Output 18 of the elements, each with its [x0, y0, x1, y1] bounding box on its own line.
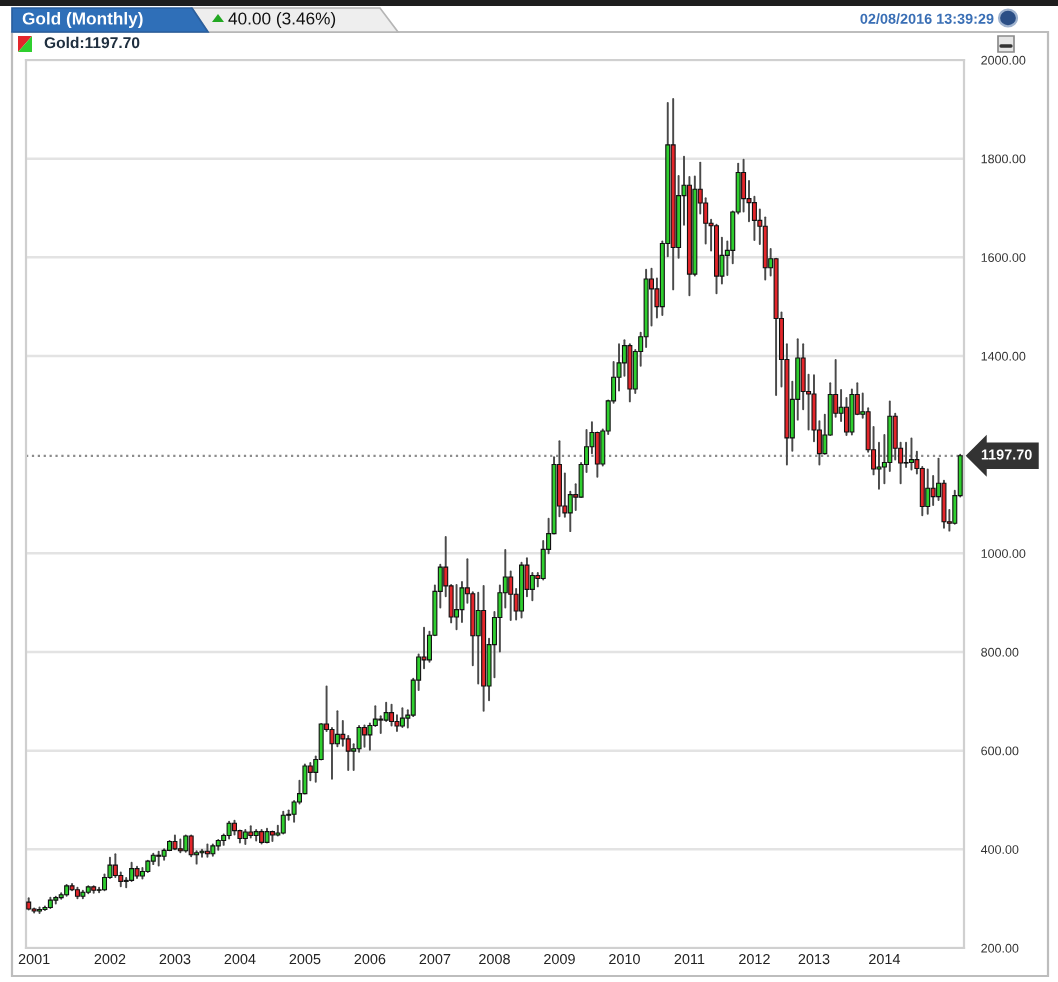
candlestick [389, 703, 395, 727]
candlestick [908, 437, 914, 471]
candlestick [519, 561, 525, 619]
candlestick [454, 583, 460, 631]
candlestick [627, 343, 633, 403]
candlestick [925, 468, 931, 515]
candlestick [843, 396, 849, 436]
candlestick [475, 591, 481, 685]
candlestick [129, 861, 135, 882]
candlestick [361, 724, 367, 748]
candlestick [762, 216, 768, 281]
candlestick [280, 810, 286, 835]
chart-title: Gold (Monthly) [22, 11, 143, 29]
candlestick [188, 834, 194, 858]
candlestick [156, 850, 162, 867]
candlestick [399, 707, 405, 728]
candlestick [849, 388, 855, 436]
text: 40.00 (3.46%) [228, 11, 336, 29]
